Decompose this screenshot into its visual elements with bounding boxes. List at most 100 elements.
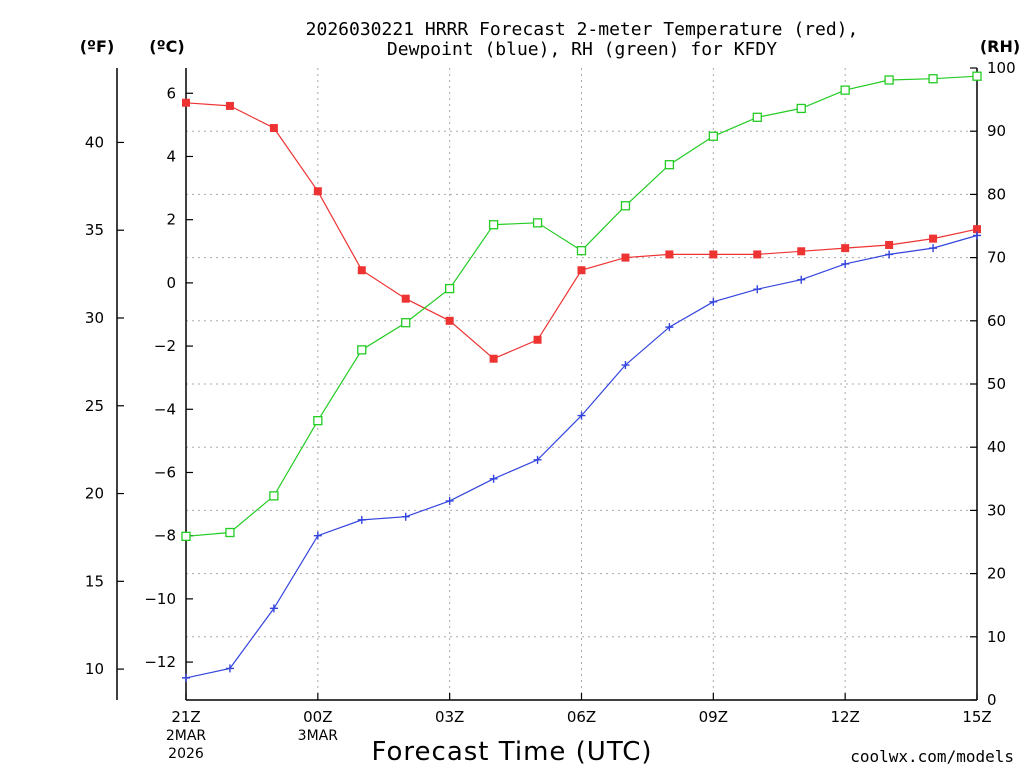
temperature-point: [841, 244, 850, 253]
dewpoint-point: [753, 285, 762, 294]
rh-tick-label: 0: [987, 691, 997, 709]
dewpoint-point: [973, 231, 981, 240]
celsius-tick-label: 2: [166, 211, 176, 229]
temperature-point: [489, 354, 498, 363]
dewpoint-point: [533, 455, 542, 464]
rh-tick-label: 80: [987, 185, 1006, 203]
celsius-unit-label: (ºC): [149, 37, 184, 56]
celsius-tick-label: −6: [154, 463, 176, 481]
dewpoint-point: [621, 361, 630, 370]
rh-point: [928, 74, 938, 84]
rh-point: [752, 112, 762, 122]
temperature-point: [182, 98, 190, 107]
dewpoint-point: [269, 604, 278, 613]
dewpoint-point: [841, 259, 850, 268]
temperature-point: [709, 250, 718, 259]
rh-tick-label: 60: [987, 312, 1006, 330]
rh-tick-label: 30: [987, 501, 1006, 519]
celsius-tick-label: −10: [144, 590, 176, 608]
dewpoint-point: [709, 297, 718, 306]
chart-title-line1: 2026030221 HRRR Forecast 2-meter Tempera…: [306, 19, 859, 40]
dewpoint-point: [445, 496, 454, 505]
temperature-point: [225, 101, 234, 110]
temperature-point: [885, 240, 894, 249]
rh-point: [620, 201, 631, 211]
dewpoint-point: [313, 531, 322, 540]
fahrenheit-tick-label: 35: [85, 221, 104, 239]
fahrenheit-unit-label: (ºF): [80, 37, 115, 56]
chart-title-line2: Dewpoint (blue), RH (green) for KFDY: [387, 39, 777, 60]
rh-tick-label: 10: [987, 628, 1006, 646]
fahrenheit-tick-label: 25: [85, 397, 104, 415]
rh-point: [357, 345, 367, 355]
temperature-point: [533, 335, 542, 344]
dewpoint-point: [182, 673, 190, 682]
x-tick-label: 15Z: [962, 708, 991, 726]
celsius-tick-label: −8: [154, 527, 176, 545]
dewpoint-point: [885, 250, 894, 259]
fahrenheit-tick-label: 15: [85, 572, 104, 590]
temperature-point: [753, 250, 762, 259]
temperature-point: [797, 247, 806, 256]
temperature-point: [929, 234, 938, 243]
x-tick-label: 09Z: [699, 708, 728, 726]
celsius-tick-label: 0: [166, 274, 176, 292]
rh-point: [225, 527, 235, 538]
dewpoint-point: [401, 512, 410, 521]
dewpoint-point: [357, 515, 366, 524]
temperature-point: [577, 266, 586, 275]
temperature-point: [313, 187, 322, 196]
x-tick-date: 2MAR: [166, 728, 207, 744]
fahrenheit-tick-label: 30: [85, 309, 104, 327]
x-axis-title: Forecast Time (UTC): [371, 737, 652, 767]
rh-point: [840, 85, 850, 95]
x-tick-label: 00Z: [303, 708, 332, 726]
temperature-point: [401, 294, 410, 303]
x-tick-label: 12Z: [830, 708, 859, 726]
fahrenheit-tick-label: 10: [85, 660, 104, 678]
dewpoint-point: [929, 244, 938, 253]
rh-tick-label: 90: [987, 122, 1006, 140]
x-tick-label: 21Z: [171, 708, 200, 726]
rh-tick-label: 70: [987, 249, 1006, 267]
celsius-tick-label: −4: [154, 400, 176, 418]
rh-point: [445, 283, 455, 294]
fahrenheit-tick-label: 40: [85, 133, 104, 151]
rh-point: [401, 318, 411, 328]
rh-point: [796, 103, 806, 114]
rh-unit-label: (RH): [980, 37, 1020, 56]
temperature-point: [973, 225, 981, 234]
celsius-tick-label: −12: [144, 653, 176, 671]
dewpoint-point: [665, 323, 674, 332]
rh-tick-label: 20: [987, 565, 1006, 583]
x-tick-date: 3MAR: [298, 728, 339, 744]
x-tick-year: 2026: [168, 746, 204, 762]
fahrenheit-tick-label: 20: [85, 485, 104, 503]
rh-tick-label: 100: [987, 59, 1016, 77]
dewpoint-point: [797, 275, 806, 284]
temperature-point: [357, 266, 366, 275]
rh-point: [313, 416, 323, 426]
temperature-point: [445, 316, 454, 325]
rh-tick-label: 40: [987, 438, 1006, 456]
celsius-tick-label: −2: [154, 337, 176, 355]
rh-point: [664, 160, 675, 170]
celsius-tick-label: 4: [166, 147, 176, 165]
rh-point: [576, 245, 587, 256]
dewpoint-point: [577, 411, 586, 420]
axes: [116, 67, 978, 701]
rh-point: [269, 491, 279, 501]
credit-text: coolwx.com/models: [850, 747, 1014, 766]
temperature-point: [665, 250, 674, 259]
dewpoint-point: [225, 664, 234, 673]
data-series: [181, 71, 982, 682]
rh-point: [972, 71, 982, 81]
celsius-tick-label: 6: [166, 84, 176, 102]
temperature-point: [269, 124, 278, 133]
rh-point: [488, 220, 499, 230]
dewpoint-point: [489, 474, 498, 483]
rh-point: [884, 75, 894, 85]
rh-point: [708, 131, 718, 141]
tick-labels: 6420−2−4−6−8−10−124035302520151010090807…: [85, 59, 1016, 762]
temperature-point: [621, 253, 630, 262]
